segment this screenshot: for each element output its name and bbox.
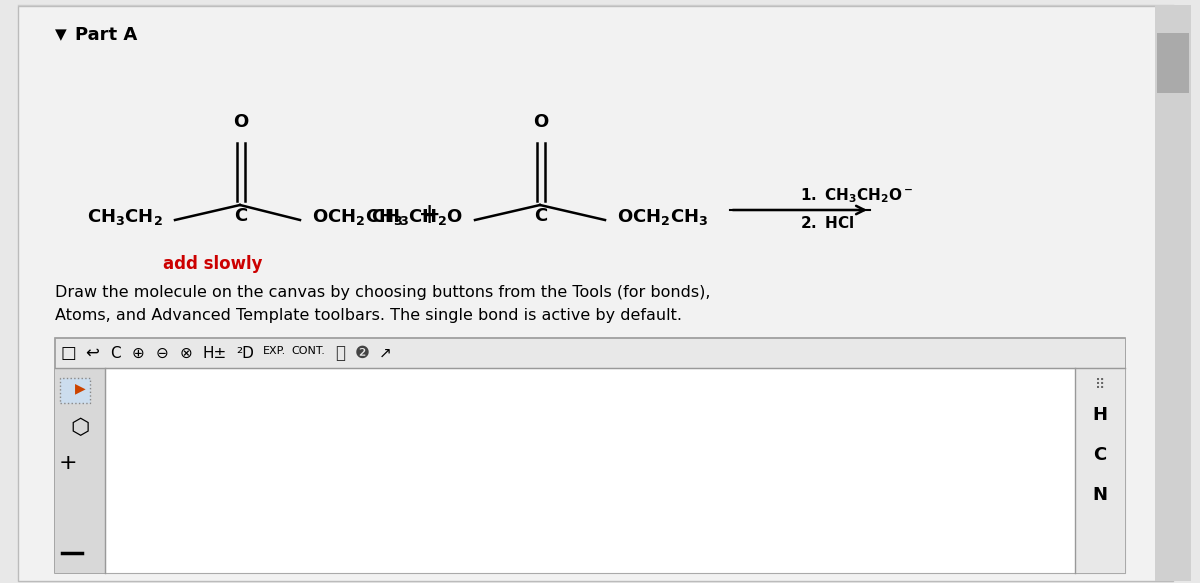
- FancyBboxPatch shape: [18, 6, 1174, 581]
- Text: ▶: ▶: [74, 381, 85, 395]
- Text: ↩: ↩: [85, 344, 98, 362]
- Text: C: C: [234, 207, 247, 225]
- Text: $\mathbf{1.\ CH_3CH_2O^-}$: $\mathbf{1.\ CH_3CH_2O^-}$: [800, 187, 913, 205]
- Text: C: C: [109, 346, 120, 360]
- Text: ↗: ↗: [379, 346, 391, 360]
- Text: $\mathbf{2.\ HCl}$: $\mathbf{2.\ HCl}$: [800, 215, 854, 231]
- Text: ⠿: ⠿: [1094, 378, 1105, 392]
- Bar: [55, 368, 106, 573]
- Text: O: O: [533, 113, 548, 131]
- Bar: [1075, 368, 1126, 573]
- Text: $\mathbf{CH_3CH_2O}$: $\mathbf{CH_3CH_2O}$: [371, 207, 463, 227]
- Text: add slowly: add slowly: [163, 255, 263, 273]
- Text: CONT.: CONT.: [292, 346, 325, 356]
- Text: $\mathbf{OCH_2CH_3}$: $\mathbf{OCH_2CH_3}$: [312, 207, 403, 227]
- FancyBboxPatch shape: [55, 338, 1126, 573]
- Text: ⬡: ⬡: [71, 418, 90, 438]
- Text: +: +: [59, 453, 77, 473]
- Text: Part A: Part A: [74, 26, 137, 44]
- Text: Atoms, and Advanced Template toolbars. The single bond is active by default.: Atoms, and Advanced Template toolbars. T…: [55, 308, 682, 323]
- Text: C: C: [1093, 446, 1106, 464]
- Text: ⓘ: ⓘ: [335, 344, 346, 362]
- Text: ⊕: ⊕: [132, 346, 144, 360]
- Text: $\mathbf{OCH_2CH_3}$: $\mathbf{OCH_2CH_3}$: [617, 207, 708, 227]
- Bar: [60, 378, 90, 403]
- Text: H: H: [1092, 406, 1108, 424]
- Text: ❷: ❷: [354, 344, 370, 362]
- Text: EXP.: EXP.: [263, 346, 287, 356]
- Bar: [55, 338, 1126, 368]
- Text: O: O: [233, 113, 248, 131]
- Text: ▼: ▼: [55, 27, 67, 43]
- Text: ²D: ²D: [236, 346, 254, 360]
- Text: $\mathbf{CH_3CH_2}$: $\mathbf{CH_3CH_2}$: [88, 207, 163, 227]
- Text: ⊖: ⊖: [156, 346, 168, 360]
- Bar: [1157, 33, 1189, 93]
- Text: +: +: [419, 201, 442, 229]
- Text: ⊗: ⊗: [180, 346, 192, 360]
- Text: H±: H±: [203, 346, 227, 360]
- Text: □: □: [60, 344, 76, 362]
- Text: Draw the molecule on the canvas by choosing buttons from the Tools (for bonds),: Draw the molecule on the canvas by choos…: [55, 285, 710, 300]
- Text: N: N: [1092, 486, 1108, 504]
- Text: C: C: [534, 207, 547, 225]
- Bar: [1154, 5, 1190, 581]
- Bar: [106, 368, 1126, 573]
